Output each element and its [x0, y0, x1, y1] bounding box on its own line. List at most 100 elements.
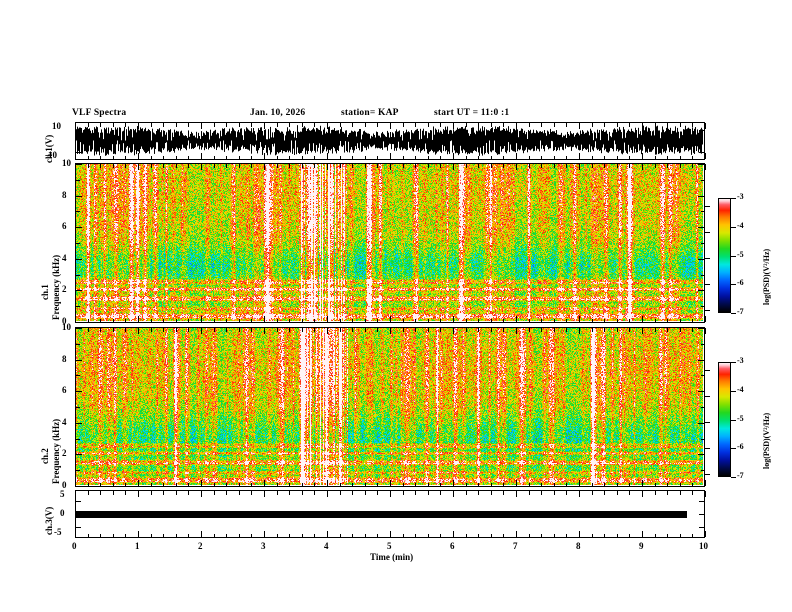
xtick-major-bot-ch1wave-1 — [138, 153, 139, 159]
ch2-spectrogram-image — [76, 328, 703, 485]
xtick-minor-ch1wave-5-2 — [415, 123, 416, 127]
xtick-major-bot-ch2spec-6 — [453, 480, 454, 486]
xtick-minor-bot-ch1spec-6-3 — [491, 318, 492, 322]
xtick-minor-bot-ch1spec-0-1 — [88, 318, 89, 322]
xtick-label-10: 10 — [699, 541, 708, 551]
xtick-minor-ch1wave-8-3 — [617, 123, 618, 127]
xtick-minor-bot-ch1spec-9-3 — [680, 318, 681, 322]
xtick-minor-ch1wave-4-4 — [377, 123, 378, 127]
xtick-major-bot-ch1wave-10 — [705, 153, 706, 159]
ch3-waveform-panel — [75, 490, 705, 538]
xtick-major-bot-ch3wave-6 — [453, 531, 454, 537]
xtick-minor-bot-ch1spec-0-4 — [125, 318, 126, 322]
xtick-major-ch1wave-2 — [201, 123, 202, 129]
xtick-major-bot-ch1spec-2 — [201, 316, 202, 322]
cbar-ch1-tick--6 — [731, 284, 736, 285]
xtick-major-bot-ch2spec-8 — [579, 480, 580, 486]
xtick-minor-bot-ch1wave-9-3 — [680, 155, 681, 159]
xtick-minor-ch2spec-1-1 — [151, 328, 152, 332]
xtick-minor-ch3wave-2-1 — [214, 491, 215, 495]
xtick-major-ch1wave-0 — [75, 123, 76, 129]
xtick-minor-ch1spec-8-1 — [592, 164, 593, 168]
ytick-ch1-2 — [76, 290, 82, 291]
xtick-minor-bot-ch3wave-8-2 — [604, 533, 605, 537]
xtick-minor-ch3wave-3-3 — [302, 491, 303, 495]
xtick-minor-bot-ch1wave-4-1 — [340, 155, 341, 159]
xtick-major-ch1spec-3 — [264, 164, 265, 170]
xtick-minor-ch1spec-3-3 — [302, 164, 303, 168]
xtick-minor-bot-ch1wave-8-2 — [604, 155, 605, 159]
xtick-minor-bot-ch1spec-4-1 — [340, 318, 341, 322]
colorbar-ch2-gradient — [719, 363, 730, 476]
xtick-minor-ch3wave-2-4 — [251, 491, 252, 495]
xtick-minor-ch1wave-1-4 — [188, 123, 189, 127]
xtick-major-bot-ch1spec-7 — [516, 316, 517, 322]
xtick-minor-ch2spec-3-3 — [302, 328, 303, 332]
ytick-ch1wave-10 — [76, 130, 81, 131]
xtick-minor-bot-ch1wave-6-3 — [491, 155, 492, 159]
xtick-minor-ch1wave-9-2 — [667, 123, 668, 127]
ytick-right-ch2-2 — [698, 454, 704, 455]
ytick-label-ch2-6: 6 — [62, 385, 67, 395]
xtick-minor-ch2spec-4-2 — [352, 328, 353, 332]
xtick-minor-ch2spec-8-2 — [604, 328, 605, 332]
xtick-minor-bot-ch1wave-7-2 — [541, 155, 542, 159]
xtick-minor-ch1wave-3-2 — [289, 123, 290, 127]
xtick-minor-ch3wave-7-3 — [554, 491, 555, 495]
xtick-minor-ch1spec-7-4 — [566, 164, 567, 168]
xtick-minor-ch1wave-6-4 — [503, 123, 504, 127]
xtick-minor-ch3wave-6-2 — [478, 491, 479, 495]
xtick-minor-ch2spec-7-2 — [541, 328, 542, 332]
xtick-minor-bot-ch3wave-9-2 — [667, 533, 668, 537]
xtick-minor-bot-ch2spec-8-3 — [617, 482, 618, 486]
xtick-minor-ch3wave-7-4 — [566, 491, 567, 495]
cbar-ch1-tick--4 — [731, 227, 736, 228]
ytick-right-ch2-7 — [700, 375, 704, 376]
xtick-minor-bot-ch2spec-7-1 — [529, 482, 530, 486]
xtick-minor-ch1spec-2-3 — [239, 164, 240, 168]
xtick-minor-bot-ch1wave-8-4 — [629, 155, 630, 159]
ytick-label-ch1-10: 10 — [62, 158, 71, 168]
xtick-minor-ch3wave-9-1 — [655, 491, 656, 495]
ytick-ch2-4 — [76, 423, 82, 424]
xtick-minor-ch2spec-7-4 — [566, 328, 567, 332]
cbar-ch2-ticklabel--6: -6 — [737, 442, 744, 451]
xtick-minor-bot-ch2spec-2-2 — [226, 482, 227, 486]
xtick-minor-ch2spec-2-2 — [226, 328, 227, 332]
xtick-label-3: 3 — [261, 541, 266, 551]
xtick-major-bot-ch1spec-0 — [75, 316, 76, 322]
xtick-minor-bot-ch1wave-6-2 — [478, 155, 479, 159]
xtick-minor-ch3wave-6-3 — [491, 491, 492, 495]
cbar-axis-mark-a-1 — [705, 232, 710, 233]
xtick-minor-bot-ch3wave-6-2 — [478, 533, 479, 537]
xtick-minor-bot-ch3wave-1-2 — [163, 533, 164, 537]
cbar-axis-mark-a-3 — [705, 284, 710, 285]
xtick-major-ch1wave-4 — [327, 123, 328, 129]
xtick-major-ch1spec-5 — [390, 164, 391, 170]
ch1-ytick-neg10: -10 — [45, 150, 57, 160]
xtick-minor-bot-ch3wave-2-3 — [239, 533, 240, 537]
xtick-major-ch1spec-7 — [516, 164, 517, 170]
xtick-major-ch1spec-0 — [75, 164, 76, 170]
cbar-ch2-ticklabel--3: -3 — [737, 356, 744, 365]
xtick-minor-ch2spec-1-2 — [163, 328, 164, 332]
xtick-minor-bot-ch1spec-4-3 — [365, 318, 366, 322]
xtick-major-ch1wave-3 — [264, 123, 265, 129]
ytick-right-ch1-3 — [700, 275, 704, 276]
xtick-minor-ch3wave-3-2 — [289, 491, 290, 495]
xtick-major-bot-ch2spec-0 — [75, 480, 76, 486]
cbar-axis-mark-b-0 — [705, 370, 710, 371]
xtick-minor-bot-ch2spec-0-1 — [88, 482, 89, 486]
xtick-minor-bot-ch1spec-1-3 — [176, 318, 177, 322]
xtick-minor-ch3wave-8-2 — [604, 491, 605, 495]
xtick-major-ch2spec-2 — [201, 328, 202, 334]
xtick-minor-bot-ch2spec-8-2 — [604, 482, 605, 486]
xtick-minor-ch2spec-8-4 — [629, 328, 630, 332]
xtick-minor-ch2spec-0-2 — [100, 328, 101, 332]
xtick-minor-bot-ch1spec-2-2 — [226, 318, 227, 322]
xtick-minor-bot-ch1spec-8-2 — [604, 318, 605, 322]
xtick-minor-ch2spec-7-3 — [554, 328, 555, 332]
xtick-minor-bot-ch3wave-3-3 — [302, 533, 303, 537]
cbar-ch2-tick--3 — [731, 362, 736, 363]
xtick-minor-ch1wave-5-1 — [403, 123, 404, 127]
